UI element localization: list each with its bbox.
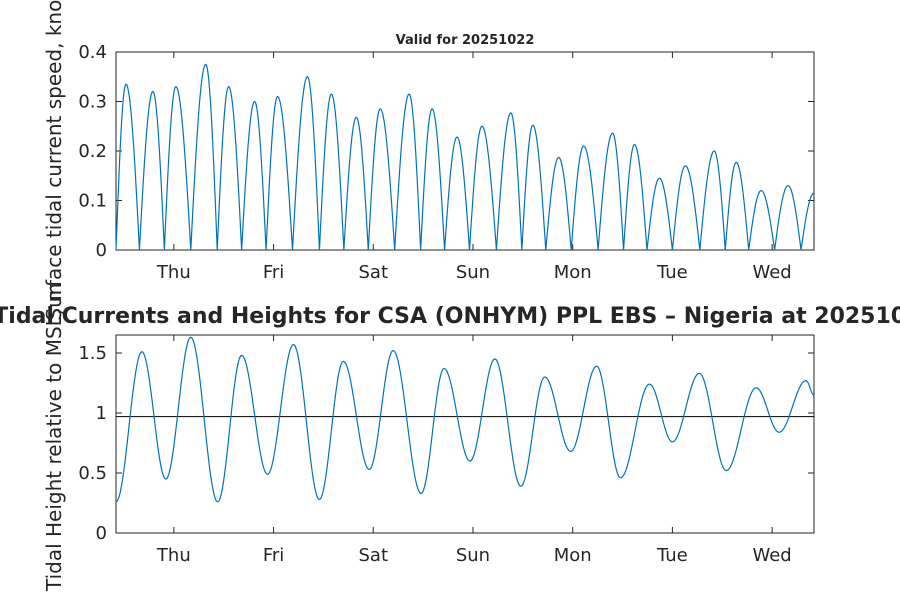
tidal-height-series <box>115 336 815 503</box>
current-speed-y-tick-label: 0.3 <box>78 92 107 113</box>
tidal-height-y-label: Tidal Height relative to MSL, m <box>42 283 66 592</box>
tidal-height-x-tick-label: Thu <box>156 545 191 566</box>
tidal-height-x-tick-label: Sun <box>456 545 490 566</box>
current-speed-x-tick-label: Sat <box>359 262 389 283</box>
tidal-height-x-tick-label: Tue <box>656 545 688 566</box>
middle-figure-title: Tidal Currents and Heights for CSA (ONHY… <box>0 304 900 329</box>
tidal-height-x-tick-label: Fri <box>263 545 284 566</box>
current-speed-y-tick-label: 0.1 <box>78 191 107 212</box>
current-speed-y-label: Surface tidal current speed, knots <box>42 0 66 321</box>
current-speed-series <box>115 63 815 251</box>
tidal-height-line <box>115 336 815 503</box>
current-speed-y-tick-label: 0.2 <box>78 141 107 162</box>
current-speed-y-tick-label: 0.4 <box>78 42 107 63</box>
tidal-height-y-tick-label: 1 <box>96 403 107 424</box>
top-panel-title: Valid for 20251022 <box>396 33 535 48</box>
tidal-height-x-tick-label: Mon <box>554 545 592 566</box>
current-speed-y-tick-label: 0 <box>96 240 107 261</box>
tidal-height-axes-box <box>115 334 815 534</box>
current-speed-x-tick-label: Fri <box>263 262 284 283</box>
current-speed-x-tick-label: Mon <box>554 262 592 283</box>
tidal-height-y-tick-label: 0.5 <box>78 463 107 484</box>
tidal-height-y-tick-label: 1.5 <box>78 343 107 364</box>
current-speed-panel: 0 0.1 0.2 0.3 0.4 Thu Fri Sat Sun Mon Tue Wed Valid… <box>42 0 815 321</box>
tidal-height-panel: 0 0.5 1 1.5 Thu Fri Sat Sun Mon Tue Wed Tidal Heig… <box>42 283 815 592</box>
current-speed-x-tick-label: Sun <box>456 262 490 283</box>
tidal-height-x-tick-label: Sat <box>359 545 389 566</box>
tidal-height-x-tick-label: Wed <box>752 545 791 566</box>
tidal-height-ticks: 0 0.5 1 1.5 Thu Fri Sat Sun Mon Tue Wed <box>78 335 814 566</box>
tidal-height-y-tick-label: 0 <box>96 523 107 544</box>
current-speed-x-tick-label: Wed <box>752 262 791 283</box>
current-speed-x-tick-label: Tue <box>656 262 688 283</box>
current-speed-line <box>115 63 815 251</box>
current-speed-x-tick-label: Thu <box>156 262 191 283</box>
current-speed-ticks: 0 0.1 0.2 0.3 0.4 Thu Fri Sat Sun Mon Tue Wed <box>78 42 814 283</box>
current-speed-axes-box <box>115 51 815 251</box>
